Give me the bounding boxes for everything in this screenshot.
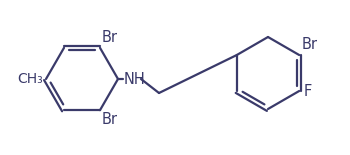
Text: Br: Br xyxy=(102,112,118,127)
Text: CH₃: CH₃ xyxy=(17,72,43,86)
Text: Br: Br xyxy=(301,37,317,52)
Text: Br: Br xyxy=(102,30,118,45)
Text: NH: NH xyxy=(124,71,146,86)
Text: F: F xyxy=(303,84,312,98)
